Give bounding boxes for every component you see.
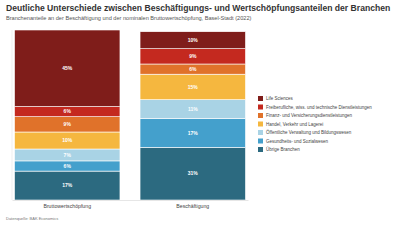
y-axis-line [12,30,13,200]
x-axis: Bruttowertschöpfung Beschäftigung [13,200,249,209]
legend-label: Freiberufliche, wiss. und technische Die… [266,105,372,110]
data-label: 10% [62,137,73,143]
bar-segment [15,171,120,200]
bar-segment [140,74,245,100]
x-tick-label: Beschäftigung [176,203,209,209]
legend-item: Freiberufliche, wiss. und technische Die… [258,105,372,110]
legend-item: Life Sciences [258,96,294,101]
subtitle: Branchenanteile an der Beschäftigung und… [6,15,251,21]
data-label: 9% [189,53,197,59]
bar-segment [140,49,245,64]
data-label: 9% [64,121,72,127]
chart: Deutliche Unterschiede zwischen Beschäft… [0,0,400,225]
bar-segment [15,30,120,107]
legend-swatch [258,96,263,101]
legend-item: Übrige Branchen [258,146,300,152]
legend-label: Übrige Branchen [266,146,300,152]
data-label: 15% [188,84,199,90]
legend-label: Gesundheits- und Sozialwesen [266,139,329,144]
x-axis-line [13,200,249,201]
data-label: 6% [64,108,72,114]
bar-segment [15,132,120,149]
legend-item: Finanz- und Versicherungsdienstleistunge… [258,113,353,118]
bar-segment [15,107,120,117]
bar-segment [15,161,120,171]
legend-swatch [258,105,263,110]
data-label: 45% [62,65,73,71]
bar-segment [15,149,120,161]
x-tick-label: Bruttowertschöpfung [43,203,91,209]
bar-segment [140,32,245,49]
legend-label: Finanz- und Versicherungsdienstleistunge… [266,113,353,118]
data-label: 6% [189,66,197,72]
legend-item: Gesundheits- und Sozialwesen [258,139,329,144]
data-label: 11% [188,106,198,112]
x-tick: Beschäftigung [176,200,209,209]
data-label: 10% [188,37,199,43]
bar-segment [140,100,245,119]
bar-segment [15,117,120,132]
bar-segment [140,118,245,147]
legend-item: Öffentliche Verwaltung und Bildungswesen [258,129,352,135]
legend-label: Handel, Verkehr und Lagerei [266,122,323,127]
data-label: 31% [188,170,199,176]
title: Deutliche Unterschiede zwischen Beschäft… [6,3,390,13]
legend-label: Life Sciences [266,96,294,101]
data-label: 17% [62,182,73,188]
legend-label: Öffentliche Verwaltung und Bildungswesen [266,129,352,135]
bar-segment [140,147,245,200]
data-label: 17% [188,130,199,136]
legend-swatch [258,122,263,127]
data-labels: 17% 31% 6% 17% 7% 11% 10% 15% 9% 6% 6% 9% 45% 10% [62,37,198,188]
bar-segment [140,64,245,74]
legend-swatch [258,147,263,152]
legend: Life Sciences Freiberufliche, wiss. und t… [258,96,372,152]
plot: 17% 31% 6% 17% 7% 11% 10% 15% 9% 6% 6% 9% 45% 10% Brut… [12,30,249,209]
x-tick: Bruttowertschöpfung [43,200,91,209]
legend-swatch [258,130,263,135]
source: Datenquelle: BAK Economics [6,216,58,221]
legend-item: Handel, Verkehr und Lagerei [258,122,323,127]
bars [15,30,246,200]
legend-swatch [258,139,263,144]
legend-swatch [258,113,263,118]
data-label: 7% [64,152,72,158]
data-label: 6% [64,163,72,169]
